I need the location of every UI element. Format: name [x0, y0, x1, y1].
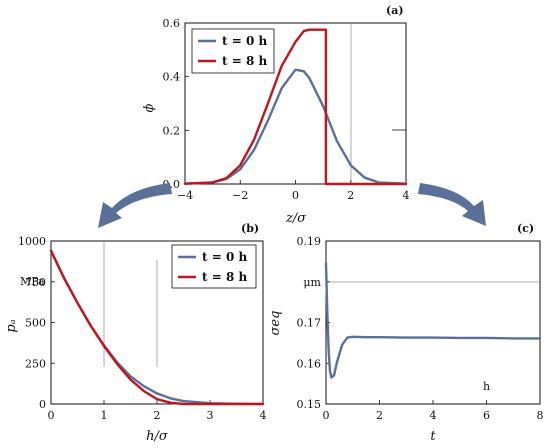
panel-c-xtick-label-4: 8: [537, 409, 544, 422]
panel-b-xtick-label-1: 1: [101, 409, 108, 422]
panel-a-xtick-label-2: 0: [292, 189, 299, 202]
panel-b-ytick-label-0: 0: [39, 398, 46, 411]
panel-c-series-0-line: [324, 262, 542, 379]
left-curved-arrow: [98, 183, 172, 228]
panel-b-ytick-label-4: 1000: [18, 235, 46, 248]
panel-b-xtick-label-4: 4: [260, 409, 267, 422]
panel-a-ylabel: ϕ: [142, 103, 157, 112]
panel-c-xlabel: t: [430, 429, 436, 444]
panel-c-ticks: 0 2 4 6 8 0.15 0.16 0.17 μm 0.19: [297, 235, 544, 422]
panel-b-label: (b): [241, 222, 259, 235]
panel-c-ytick-label-3: μm: [303, 276, 321, 289]
panel-a: (a) −4 −2 0 2 40.00.20.40.6 t = 0 h t = 8 h …: [142, 4, 410, 226]
panel-b-xlabel: h/σ: [146, 429, 169, 444]
panel-a-xlabel: z/σ: [285, 211, 307, 226]
panel-c-xtick-label-1: 2: [376, 409, 383, 422]
panel-a-xtick-label-3: 2: [347, 189, 354, 202]
panel-a-xtick-label-1: −2: [232, 189, 248, 202]
panel-a-label: (a): [386, 4, 404, 17]
panel-b-legend-t8: t = 8 h: [202, 270, 247, 284]
panel-b-ytick-label-1: 250: [25, 357, 46, 370]
panel-a-ticks: −4 −2 0 2 40.00.20.40.6: [163, 17, 410, 202]
panel-a-ytick-label-1: 0.2: [163, 124, 181, 137]
panel-b-ylabel: pₐ: [4, 319, 19, 332]
panel-b-legend-box: [171, 244, 257, 289]
panel-a-series-1-line: [183, 28, 408, 186]
panel-c-ytick-label-1: 0.16: [297, 357, 322, 370]
panel-c-xtick-label-0: 0: [323, 409, 330, 422]
panel-c-lines: [324, 262, 542, 379]
panel-a-xtick-label-0: −4: [177, 189, 193, 202]
panel-a-legend: t = 0 h t = 8 h: [191, 28, 275, 74]
panel-a-legend-box: [191, 28, 275, 74]
panel-b-lines: [49, 249, 265, 406]
panel-c-ytick-label-2: 0.17: [297, 317, 322, 330]
panel-b-xtick-label-0: 0: [48, 409, 55, 422]
panel-c-ytick-label-0: 0.15: [297, 398, 322, 411]
panel-c-ylabel: σeq: [268, 311, 283, 336]
panel-b-xtick-label-3: 3: [207, 409, 214, 422]
panel-a-series-0-line: [183, 68, 408, 185]
panel-b-xtick-label-2: 2: [154, 409, 161, 422]
panel-c-xunit: h: [483, 380, 490, 393]
panel-c: (c) 0 2 4 6 8 0.15 0.16 0.17 μm 0.19 h t σeq: [268, 222, 544, 444]
panel-b-series-1-line: [49, 249, 265, 406]
panel-a-legend-t0: t = 0 h: [222, 34, 267, 48]
panel-b-legend: t = 0 h t = 8 h: [171, 244, 257, 289]
panel-c-label: (c): [517, 222, 534, 235]
panel-a-lines: [183, 28, 408, 186]
panel-c-ytick-label-4: 0.19: [297, 235, 322, 248]
panel-c-frame: [325, 240, 541, 405]
panel-a-ytick-label-2: 0.4: [163, 71, 181, 84]
panel-a-ytick-label-3: 0.6: [163, 17, 181, 30]
panel-b-ticks: 0 1 2 3 4 0 250 500 750 1000: [18, 235, 267, 422]
panel-c-xtick-label-3: 6: [483, 409, 490, 422]
panel-a-xtick-label-4: 4: [403, 189, 410, 202]
panel-c-xtick-label-2: 4: [430, 409, 437, 422]
right-curved-arrow: [418, 183, 486, 226]
panel-b-ytick-label-2: 500: [25, 317, 46, 330]
panel-a-legend-t8: t = 8 h: [222, 54, 267, 68]
panel-b-ytick-label-3: 750: [25, 276, 46, 289]
panel-b-unit: MPa: [20, 275, 45, 288]
panel-b-legend-t0: t = 0 h: [202, 250, 247, 264]
